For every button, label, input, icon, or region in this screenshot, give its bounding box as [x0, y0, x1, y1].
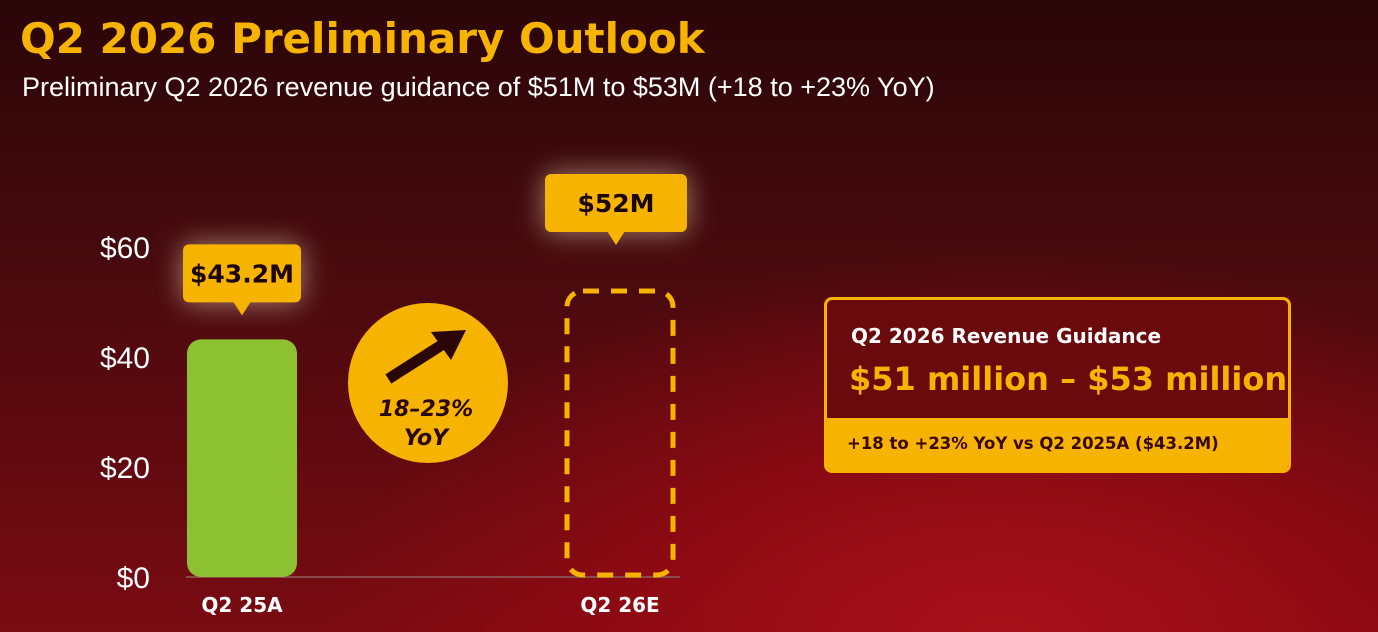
page-subtitle: Preliminary Q2 2026 revenue guidance of … [22, 72, 935, 102]
y-tick-label: $20 [100, 452, 150, 485]
guidance-range: $51 million – $53 million [849, 360, 1288, 398]
bar-q2-25a [187, 339, 297, 577]
x-tick-label-q2-25a: Q2 25A [201, 593, 283, 617]
data-label-text-q2-25a: $43.2M [190, 259, 294, 288]
guidance-footnote: +18 to +23% YoY vs Q2 2025A ($43.2M) [827, 418, 1288, 470]
x-tick-label-q2-26e: Q2 26E [580, 593, 659, 617]
page-title: Q2 2026 Preliminary Outlook [20, 14, 705, 63]
growth-badge-percent: 18–23% [379, 397, 473, 422]
guidance-title: Q2 2026 Revenue Guidance [851, 324, 1162, 348]
data-label-text-q2-26e: $52M [577, 189, 654, 218]
y-tick-label: $60 [100, 232, 150, 265]
y-tick-label: $40 [100, 342, 150, 375]
y-axis: $0 $20 $40 $60 [100, 232, 150, 595]
guidance-box: Q2 2026 Revenue Guidance $51 million – $… [824, 297, 1291, 473]
data-label-q2-26e: $52M [545, 174, 687, 245]
growth-badge-yoy: YoY [404, 426, 450, 451]
growth-badge: 18–23% YoY [348, 303, 508, 463]
y-tick-label: $0 [117, 562, 150, 595]
bar-q2-26e-estimate [564, 288, 676, 578]
data-label-q2-25a: $43.2M [183, 244, 301, 316]
arrow-up-right-icon [385, 330, 466, 384]
